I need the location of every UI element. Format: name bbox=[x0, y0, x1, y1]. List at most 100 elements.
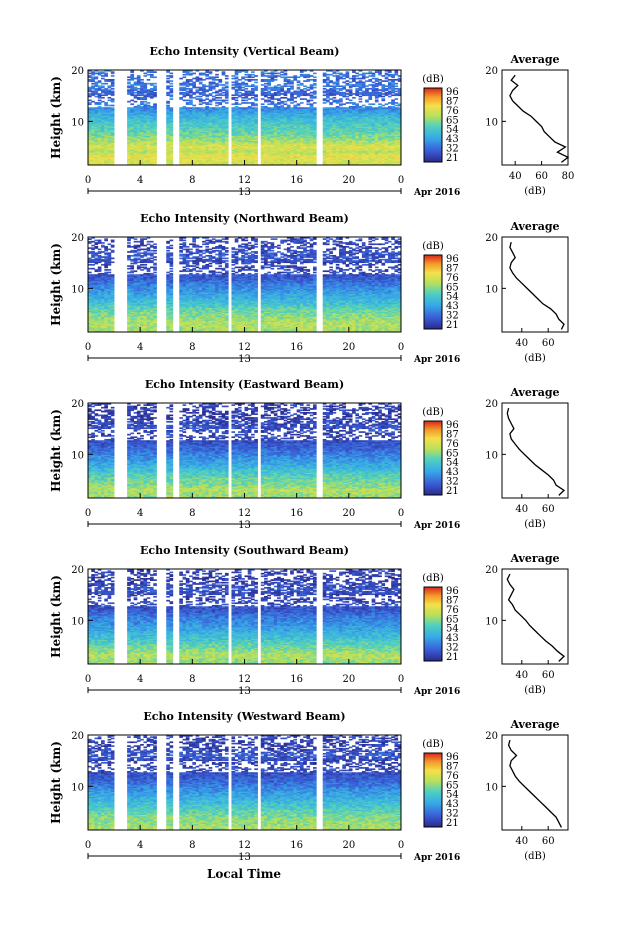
heatmap-cell bbox=[101, 75, 105, 77]
heatmap-cell bbox=[196, 96, 200, 98]
heatmap-cell bbox=[111, 79, 115, 81]
heatmap-cell bbox=[104, 73, 108, 75]
heatmap-cell bbox=[104, 107, 108, 109]
heatmap-cell bbox=[91, 83, 95, 85]
heatmap-cell bbox=[150, 106, 154, 108]
heatmap-cell bbox=[189, 100, 193, 102]
heatmap-cell bbox=[127, 76, 131, 78]
heatmap-cell bbox=[147, 83, 151, 85]
heatmap-cell bbox=[95, 102, 99, 104]
heatmap-cell bbox=[130, 84, 134, 86]
heatmap-cell bbox=[179, 83, 183, 85]
heatmap-cell bbox=[143, 94, 147, 96]
heatmap-cell bbox=[91, 76, 95, 78]
heatmap-cell bbox=[98, 85, 102, 87]
heatmap-cell bbox=[170, 88, 174, 90]
heatmap-cell bbox=[183, 106, 187, 108]
heatmap-cells bbox=[88, 70, 401, 165]
heatmap-cell bbox=[196, 89, 200, 91]
heatmap-cell bbox=[88, 73, 92, 75]
heatmap-cell bbox=[127, 79, 131, 81]
heatmap-cell bbox=[196, 76, 200, 78]
heatmap-cell bbox=[101, 94, 105, 96]
heatmap-cell bbox=[130, 103, 134, 105]
heatmap-cell bbox=[101, 78, 105, 80]
heatmap-cell bbox=[192, 78, 196, 80]
heatmap-cell bbox=[137, 88, 141, 90]
heatmap-cell bbox=[166, 92, 170, 94]
heatmap-cell bbox=[192, 105, 196, 107]
heatmap-cell bbox=[98, 71, 102, 73]
heatmap-cell bbox=[179, 78, 183, 80]
heatmap-cell bbox=[101, 107, 105, 109]
heatmap-cell bbox=[134, 94, 138, 96]
heatmap-cell bbox=[111, 75, 115, 77]
heatmap-cell bbox=[143, 101, 147, 103]
heatmap-cell bbox=[101, 89, 105, 91]
heatmap-cell bbox=[170, 107, 174, 109]
heatmap-cell bbox=[170, 75, 174, 77]
heatmap-cell bbox=[88, 75, 92, 77]
heatmap-cell bbox=[108, 107, 112, 109]
heatmap-cell bbox=[127, 107, 131, 109]
heatmap-cell bbox=[104, 83, 108, 85]
heatmap-cell bbox=[111, 91, 115, 93]
heatmap-cell bbox=[196, 87, 200, 89]
heatmap-cell bbox=[130, 100, 134, 102]
heatmap-cell bbox=[140, 106, 144, 108]
heatmap-cell bbox=[108, 89, 112, 91]
heatmap-cell bbox=[186, 100, 190, 102]
heatmap-cell bbox=[127, 89, 131, 91]
heatmap-cell bbox=[108, 105, 112, 107]
heatmap-cell bbox=[166, 101, 170, 103]
heatmap-cell bbox=[192, 82, 196, 84]
heatmap-cell bbox=[150, 74, 154, 76]
heatmap-cell bbox=[186, 88, 190, 90]
heatmap-cell bbox=[153, 103, 157, 105]
heatmap-cell bbox=[140, 79, 144, 81]
heatmap-cell bbox=[104, 102, 108, 104]
heatmap-cell bbox=[196, 98, 200, 100]
heatmap-cell bbox=[137, 105, 141, 107]
heatmap-cell bbox=[101, 97, 105, 99]
heatmap-cell bbox=[179, 92, 183, 94]
heatmap-cell bbox=[186, 107, 190, 109]
heatmap-cell bbox=[166, 105, 170, 107]
heatmap-cell bbox=[179, 107, 183, 109]
heatmap-cell bbox=[183, 92, 187, 94]
heatmap-cell bbox=[153, 76, 157, 78]
heatmap-cell bbox=[98, 93, 102, 95]
heatmap-cell bbox=[189, 73, 193, 75]
heatmap-cell bbox=[170, 80, 174, 82]
heatmap-cell bbox=[166, 80, 170, 82]
heatmap-cell bbox=[153, 85, 157, 87]
heatmap-cell bbox=[88, 100, 92, 102]
heatmap-cell bbox=[91, 85, 95, 87]
heatmap-cell bbox=[111, 98, 115, 100]
heatmap-cell bbox=[127, 82, 131, 84]
heatmap-cell bbox=[192, 97, 196, 99]
heatmap-cell bbox=[143, 73, 147, 75]
heatmap-cell bbox=[170, 98, 174, 100]
heatmap-cell bbox=[153, 71, 157, 73]
heatmap-cell bbox=[111, 71, 115, 73]
heatmap-cell bbox=[88, 93, 92, 95]
heatmap-cell bbox=[98, 80, 102, 82]
heatmap-cell bbox=[91, 71, 95, 73]
heatmap-cell bbox=[101, 101, 105, 103]
heatmap-cell bbox=[95, 96, 99, 98]
heatmap-cell bbox=[183, 74, 187, 76]
heatmap-cell bbox=[108, 100, 112, 102]
heatmap-cell bbox=[130, 74, 134, 76]
heatmap-cell bbox=[183, 82, 187, 84]
heatmap-cell bbox=[147, 102, 151, 104]
heatmap-cell bbox=[183, 100, 187, 102]
heatmap-cell bbox=[192, 73, 196, 75]
heatmap-cell bbox=[130, 107, 134, 109]
heatmap-cell bbox=[108, 97, 112, 99]
heatmap-cell bbox=[192, 92, 196, 94]
heatmap-cell bbox=[91, 107, 95, 109]
heatmap-cell bbox=[95, 76, 99, 78]
heatmap-cell bbox=[143, 75, 147, 77]
heatmap-cell bbox=[143, 103, 147, 105]
